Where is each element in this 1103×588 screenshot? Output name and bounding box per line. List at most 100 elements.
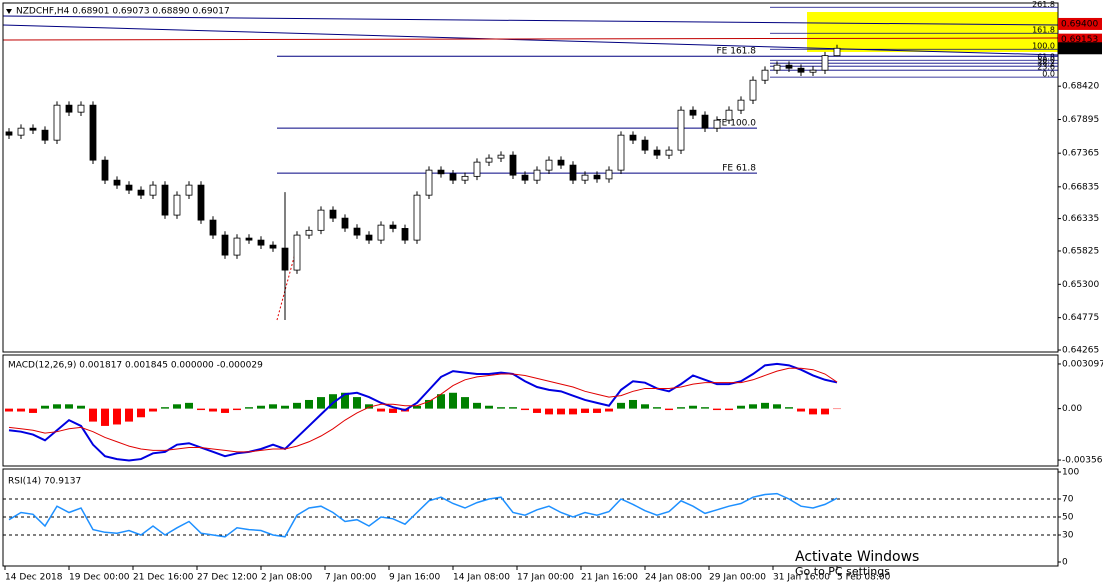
candle-body (341, 217, 349, 229)
histogram-bar (689, 405, 697, 409)
candle-body (617, 134, 625, 171)
fib-label: 161.8 (1032, 26, 1055, 35)
candle-body (461, 175, 469, 181)
y-tick-label: 0.66835 (1062, 182, 1099, 192)
candle-body (749, 79, 757, 101)
candle-body (245, 237, 253, 241)
x-tick-label: 17 Jan 00:00 (517, 573, 574, 583)
histogram-bar (365, 404, 373, 409)
menu-icon (6, 9, 12, 14)
histogram-bar (725, 408, 733, 411)
histogram-bar (737, 405, 745, 409)
fe-label: FE 161.8 (717, 47, 757, 57)
candle-body (161, 184, 169, 216)
y-tick-label: 0 (1062, 558, 1068, 568)
x-tick-label: 24 Jan 08:00 (645, 573, 702, 583)
candle-body (221, 234, 229, 256)
histogram-bar (713, 408, 721, 411)
candle-body (569, 164, 577, 181)
x-tick-label: 27 Dec 12:00 (197, 573, 258, 583)
candle-body (293, 234, 301, 271)
candle-body (437, 169, 445, 175)
histogram-bar (533, 408, 541, 413)
candle-body (833, 47, 841, 57)
price-tag-label: 0.69153 (1061, 35, 1098, 45)
indicator-line (8, 367, 838, 453)
histogram-bar (641, 404, 649, 409)
x-tick-label: 21 Jan 16:00 (581, 573, 638, 583)
x-tick-label: 14 Dec 2018 (5, 573, 63, 583)
histogram-bar (161, 407, 169, 409)
y-tick-label: 100 (1062, 468, 1079, 478)
histogram-bar (353, 397, 361, 409)
histogram-bar (29, 408, 37, 413)
histogram-bar (509, 407, 517, 409)
candle-body (5, 131, 13, 136)
histogram-bar (245, 407, 253, 409)
candle-body (761, 69, 769, 81)
x-tick-label: 2 Jan 08:00 (261, 573, 313, 583)
histogram-bar (653, 407, 661, 409)
fib-label: 61.8 (1037, 53, 1055, 62)
candle-body (173, 194, 181, 216)
x-tick-label: 31 Jan 16:00 (773, 573, 830, 583)
y-tick-label: 30 (1062, 531, 1074, 541)
candle-body (413, 194, 421, 241)
candle-body (17, 127, 25, 136)
histogram-bar (593, 408, 601, 413)
histogram-bar (209, 408, 217, 412)
histogram-bar (785, 407, 793, 409)
y-tick-label: 0.67895 (1062, 115, 1099, 125)
histogram-bar (53, 404, 61, 409)
candle-body (497, 154, 505, 159)
zigzag-line (276, 249, 297, 321)
histogram-bar (701, 407, 709, 409)
candle-body (113, 179, 121, 186)
histogram-bar (521, 408, 529, 411)
candle-body (773, 64, 781, 71)
candle-body (713, 119, 721, 129)
price-tag-label: 0.69400 (1061, 19, 1098, 29)
candle-body (425, 169, 433, 196)
histogram-bar (257, 405, 265, 409)
histogram-bar (665, 408, 673, 411)
histogram-bar (473, 402, 481, 409)
y-tick-label: 0.68420 (1062, 82, 1099, 92)
x-tick-label: 5 Feb 08:00 (837, 573, 891, 583)
histogram-bar (341, 392, 349, 409)
fe-label: FE 61.8 (722, 164, 756, 174)
histogram-bar (629, 399, 637, 409)
histogram-bar (173, 404, 181, 409)
candle-body (125, 184, 133, 191)
histogram-bar (821, 408, 829, 415)
candle-body (521, 174, 529, 181)
histogram-bar (461, 397, 469, 409)
histogram-bar (305, 399, 313, 409)
x-tick-label: 19 Dec 00:00 (69, 573, 130, 583)
candle-body (821, 55, 829, 71)
x-tick-label: 7 Jan 00:00 (325, 573, 377, 583)
candle-body (233, 237, 241, 256)
candle-body (281, 247, 289, 271)
histogram-bar (113, 408, 121, 425)
x-tick-label: 9 Jan 16:00 (389, 573, 441, 583)
candle-body (185, 184, 193, 196)
histogram-bar (269, 404, 277, 409)
candle-body (689, 109, 697, 116)
histogram-bar (617, 402, 625, 409)
histogram-bar (809, 408, 817, 415)
histogram-bar (437, 394, 445, 409)
candle-body (149, 184, 157, 196)
macd-panel (2, 354, 1059, 467)
candle-body (725, 109, 733, 121)
rsi-line (8, 492, 838, 538)
y-tick-label: 0.66335 (1062, 214, 1099, 224)
histogram-bar (749, 404, 757, 409)
candle-body (305, 229, 313, 236)
candle-body (581, 174, 589, 181)
price-tag (1058, 17, 1102, 30)
histogram-bar (101, 408, 109, 426)
candle-body (653, 149, 661, 156)
histogram-bar (557, 408, 565, 415)
